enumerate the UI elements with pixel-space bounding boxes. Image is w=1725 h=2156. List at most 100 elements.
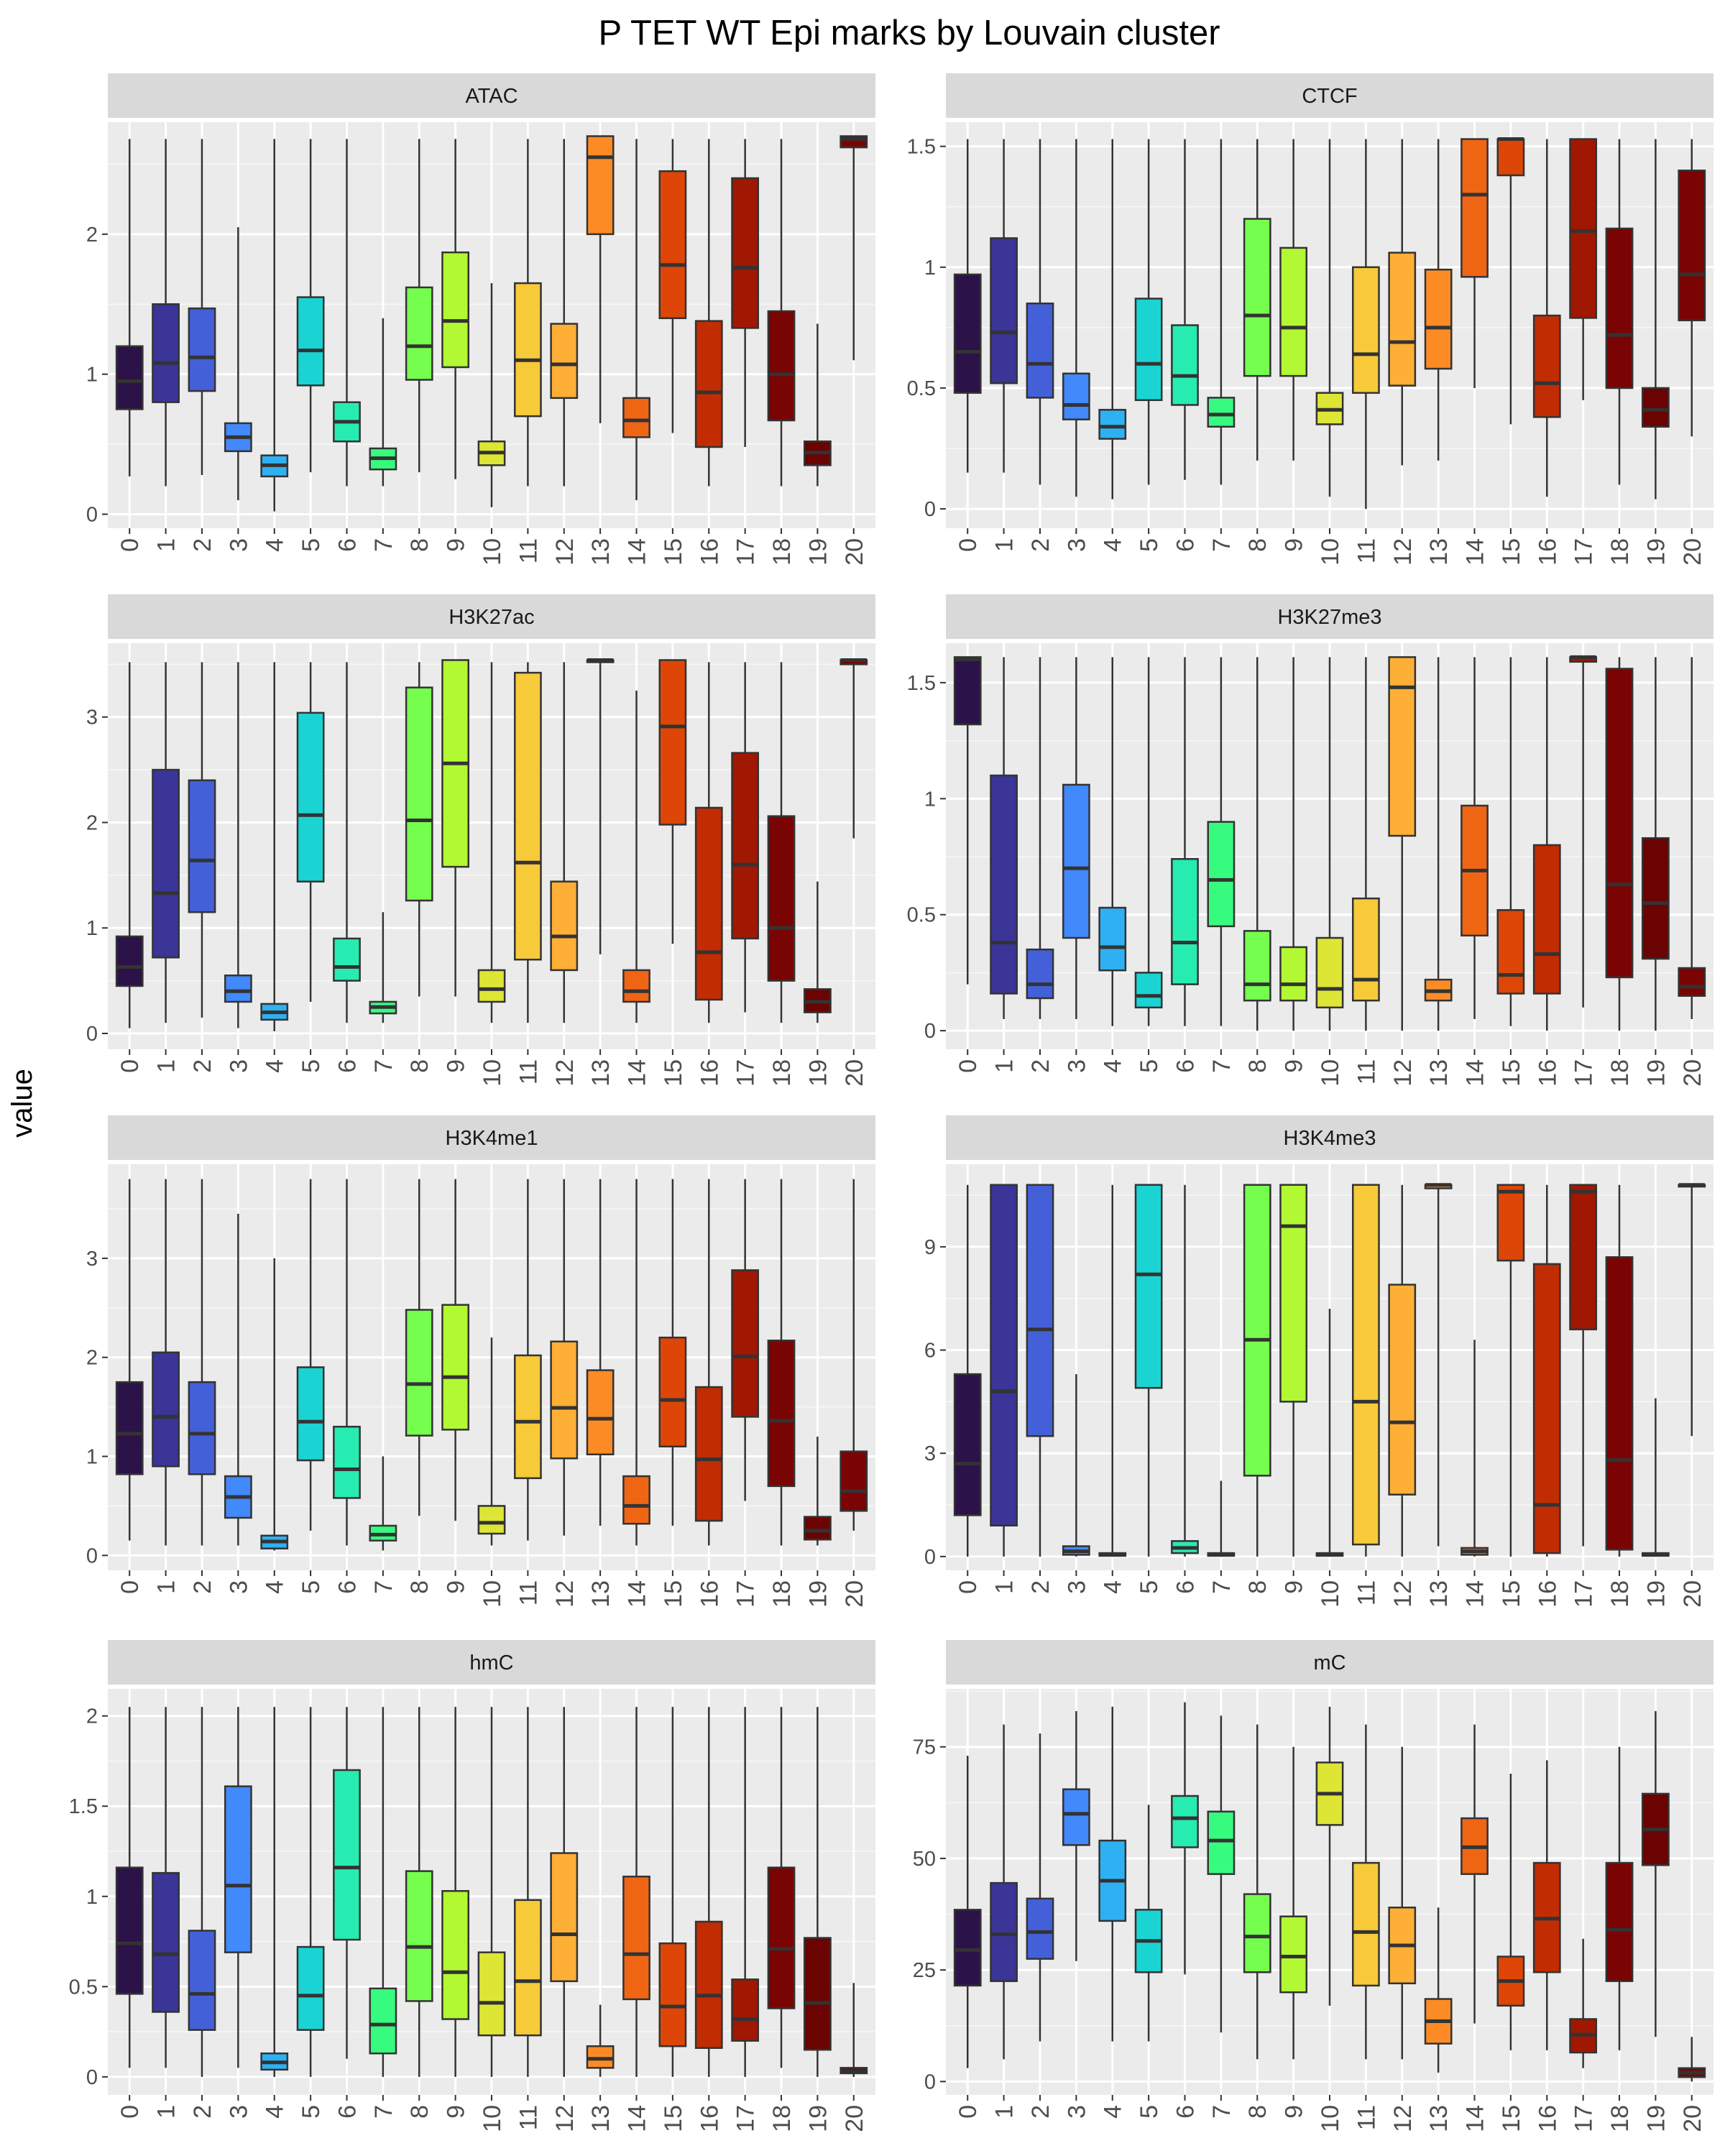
box-iqr (658, 170, 687, 320)
box-cluster-9 (441, 659, 470, 997)
x-tick-label: 16 (696, 538, 723, 566)
box-iqr (990, 1184, 1018, 1527)
panel-strip-label: H3K27ac (448, 606, 534, 629)
box-cluster-8 (405, 662, 433, 997)
y-tick-label: 3 (86, 1248, 98, 1271)
box-cluster-11 (1351, 1724, 1380, 2060)
x-tick-label: 19 (1642, 1580, 1670, 1608)
y-tick-label: 1 (86, 364, 98, 387)
y-tick-label: 0 (924, 1020, 936, 1043)
box-cluster-17 (1569, 1184, 1598, 1547)
box-cluster-12 (1388, 139, 1417, 466)
box-cluster-1 (152, 662, 180, 1023)
x-tick-label: 9 (1281, 2105, 1308, 2119)
x-tick-label: 20 (1679, 2105, 1706, 2132)
x-tick-label: 6 (1172, 2105, 1199, 2119)
x-tick-label: 1 (153, 2105, 180, 2119)
panel-strip (946, 73, 1714, 118)
x-tick-label: 2 (189, 1059, 216, 1073)
x-tick-label: 2 (189, 2105, 216, 2119)
x-tick-label: 20 (841, 538, 868, 566)
box-iqr (622, 1475, 650, 1525)
x-tick-label: 4 (262, 1059, 289, 1073)
box-cluster-4 (260, 139, 289, 512)
y-tick-label: 0 (86, 1023, 98, 1046)
x-tick-label: 14 (624, 1059, 651, 1087)
y-tick-label: 1 (924, 788, 936, 811)
x-tick-label: 9 (443, 538, 470, 552)
box-cluster-6 (1171, 139, 1199, 480)
box-iqr (477, 1951, 506, 2037)
x-tick-label: 17 (732, 1580, 760, 1608)
x-tick-label: 11 (515, 2105, 542, 2130)
box-iqr (1351, 1184, 1380, 1546)
box-iqr (550, 880, 579, 972)
box-cluster-13 (586, 135, 615, 423)
box-cluster-9 (1279, 1746, 1308, 2060)
box-iqr (804, 1937, 832, 2051)
x-tick-label: 0 (116, 1059, 144, 1073)
box-cluster-18 (1605, 139, 1634, 485)
x-tick-label: 17 (1570, 1059, 1598, 1087)
x-tick-label: 6 (1172, 1580, 1199, 1594)
panel-strip (946, 1115, 1714, 1160)
box-cluster-1 (990, 1724, 1018, 2060)
box-cluster-14 (622, 1707, 650, 2077)
box-iqr (953, 656, 982, 726)
x-tick-label: 5 (1136, 1580, 1163, 1594)
box-cluster-12 (550, 1707, 579, 2077)
box-cluster-16 (694, 662, 723, 1023)
x-tick-label: 9 (1281, 538, 1308, 552)
box-cluster-7 (369, 1707, 397, 2077)
x-tick-label: 17 (732, 538, 760, 566)
box-iqr (224, 1785, 252, 1953)
box-iqr (953, 273, 982, 394)
x-tick-label: 10 (479, 1059, 506, 1087)
box-cluster-0 (115, 1179, 144, 1541)
x-tick-label: 6 (334, 2105, 361, 2119)
box-iqr (1496, 1184, 1525, 1262)
box-cluster-0 (115, 139, 144, 476)
panel-strip-label: H3K4me1 (446, 1127, 538, 1150)
x-tick-label: 8 (1244, 1580, 1271, 1594)
y-tick-label: 0.5 (907, 904, 936, 927)
box-cluster-5 (1134, 139, 1163, 485)
x-tick-label: 0 (116, 1580, 144, 1594)
box-iqr (1026, 1897, 1054, 1960)
box-iqr (550, 323, 579, 400)
box-iqr (694, 806, 723, 1001)
box-cluster-19 (804, 1707, 832, 2077)
x-tick-label: 13 (587, 538, 615, 566)
x-tick-label: 2 (1027, 1059, 1054, 1073)
box-iqr (296, 296, 325, 387)
x-tick-label: 13 (1425, 538, 1453, 566)
y-tick-label: 0.5 (907, 377, 936, 400)
box-iqr (990, 774, 1018, 995)
box-cluster-14 (1460, 138, 1489, 388)
box-iqr (1315, 936, 1344, 1009)
box-cluster-6 (1171, 657, 1199, 1026)
box-iqr (441, 1304, 470, 1431)
x-tick-label: 2 (189, 538, 216, 552)
box-cluster-6 (333, 139, 361, 487)
x-tick-label: 4 (262, 2105, 289, 2119)
panel-strip-label: hmC (469, 1651, 513, 1674)
x-tick-label: 20 (841, 1059, 868, 1087)
x-tick-label: 10 (479, 2105, 506, 2132)
x-tick-label: 0 (954, 2105, 982, 2119)
box-cluster-19 (1642, 139, 1670, 499)
box-iqr (296, 1945, 325, 2031)
box-cluster-0 (953, 1756, 982, 2068)
box-iqr (658, 1336, 687, 1447)
box-iqr (369, 1987, 397, 2055)
x-tick-label: 20 (1679, 1580, 1706, 1608)
x-tick-label: 3 (1063, 2105, 1090, 2119)
x-tick-label: 15 (660, 2105, 687, 2132)
box-cluster-6 (333, 1707, 361, 2059)
box-cluster-4 (260, 1707, 289, 2077)
x-tick-label: 5 (298, 538, 325, 552)
x-tick-label: 11 (515, 538, 542, 563)
